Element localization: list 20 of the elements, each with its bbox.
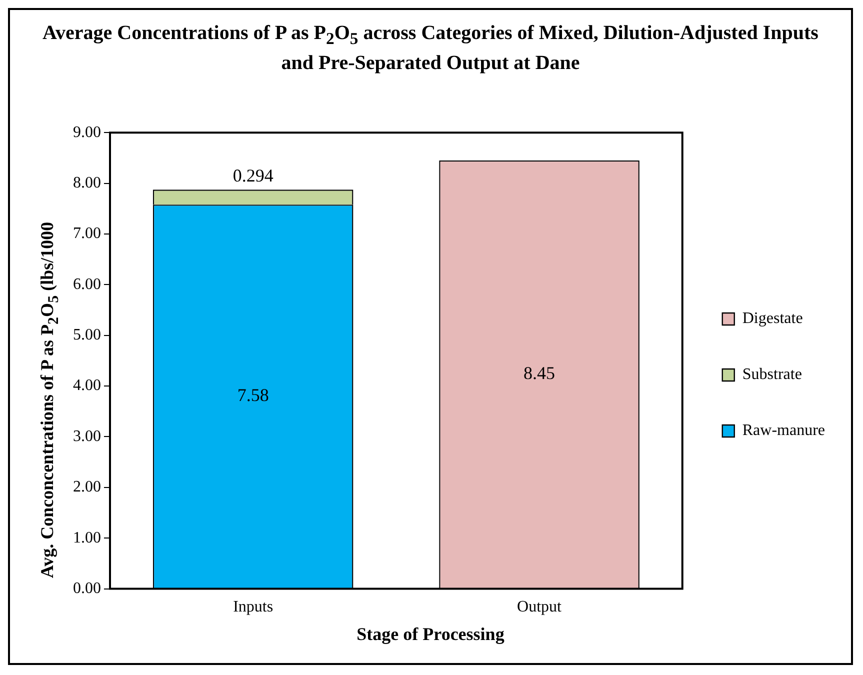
legend-label: Raw-manure — [742, 422, 826, 440]
x-tick-label: Inputs — [233, 598, 274, 616]
y-tick-label: 0.00 — [73, 580, 101, 598]
y-tick-label: 6.00 — [73, 276, 101, 293]
data-label: 8.45 — [524, 363, 556, 384]
legend-label: Digestate — [742, 310, 803, 328]
y-tick-label: 8.00 — [73, 174, 101, 192]
y-tick-label: 1.00 — [73, 529, 101, 546]
data-label: 7.58 — [237, 385, 269, 406]
y-tick-label: 2.00 — [73, 478, 101, 496]
legend-label: Substrate — [742, 366, 802, 384]
y-tick-label: 3.00 — [73, 428, 101, 445]
y-tick-label: 9.00 — [73, 124, 101, 141]
x-tick-label: Output — [517, 598, 562, 616]
data-label: 0.294 — [232, 165, 274, 186]
y-tick-label: 4.00 — [73, 377, 101, 394]
chart-title: Average Concentrations of P as P$_{2}$O$_{5}$ across Categories of Mixed, Dilution-Adjusted Inputs and Pre-Separated Output at Dane — [42, 21, 820, 76]
x-axis-title: Stage of Processing — [356, 624, 506, 645]
y-tick-label: 7.00 — [73, 225, 101, 242]
y-tick-label: 5.00 — [73, 326, 101, 344]
